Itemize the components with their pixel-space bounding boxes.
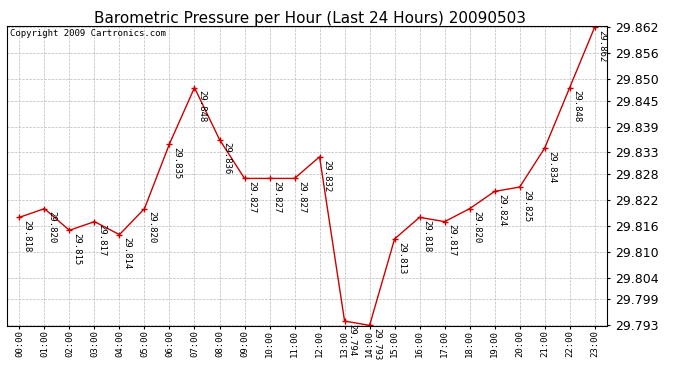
Text: 29.793: 29.793: [372, 328, 381, 360]
Text: 29.827: 29.827: [247, 181, 256, 213]
Text: 29.862: 29.862: [597, 30, 606, 62]
Text: 29.815: 29.815: [72, 233, 81, 265]
Text: 29.824: 29.824: [497, 194, 506, 226]
Text: 29.835: 29.835: [172, 147, 181, 179]
Text: 29.818: 29.818: [422, 220, 431, 252]
Text: 29.825: 29.825: [522, 190, 531, 222]
Text: 29.820: 29.820: [47, 211, 56, 244]
Text: 29.818: 29.818: [22, 220, 31, 252]
Text: 29.820: 29.820: [147, 211, 156, 244]
Text: 29.832: 29.832: [322, 160, 331, 192]
Text: 29.813: 29.813: [397, 242, 406, 274]
Text: Barometric Pressure per Hour (Last 24 Hours) 20090503: Barometric Pressure per Hour (Last 24 Ho…: [95, 11, 526, 26]
Text: 29.836: 29.836: [222, 142, 231, 174]
Text: Copyright 2009 Cartronics.com: Copyright 2009 Cartronics.com: [10, 29, 166, 38]
Text: 29.834: 29.834: [547, 151, 556, 183]
Text: 29.820: 29.820: [472, 211, 481, 244]
Text: 29.817: 29.817: [447, 224, 456, 256]
Text: 29.827: 29.827: [272, 181, 281, 213]
Text: 29.848: 29.848: [572, 90, 581, 123]
Text: 29.794: 29.794: [347, 324, 356, 356]
Text: 29.817: 29.817: [97, 224, 106, 256]
Text: 29.827: 29.827: [297, 181, 306, 213]
Text: 29.848: 29.848: [197, 90, 206, 123]
Text: 29.814: 29.814: [122, 237, 131, 270]
